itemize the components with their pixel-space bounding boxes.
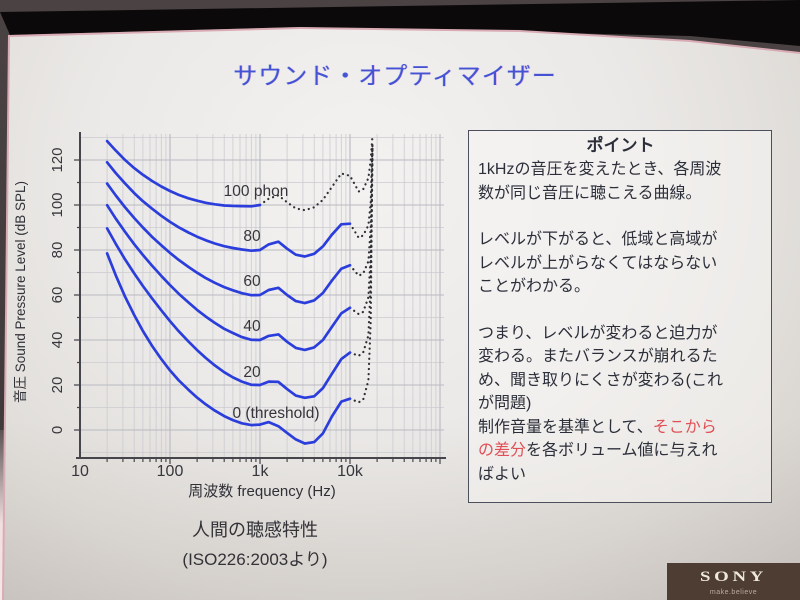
y-tick-40: 40 — [49, 332, 66, 349]
y-axis-label: 音圧 Sound Pressure Level (dB SPL) — [12, 181, 28, 403]
point-box: ポイント 1kHzの音圧を変えたとき、各周波 数が同じ音圧に聴こえる曲線。 レベ… — [468, 130, 772, 503]
slide-title: サウンド・オプティマイザー — [233, 63, 557, 90]
y-tick-20: 20 — [49, 377, 66, 394]
point-paragraph-1: 1kHzの音圧を変えたとき、各周波 数が同じ音圧に聴こえる曲線。 — [478, 161, 722, 202]
sony-logo-box: SONY make.believe — [667, 563, 800, 600]
y-tick-80: 80 — [49, 242, 66, 259]
chart-caption-line2: (ISO226:2003より) — [182, 550, 328, 569]
paragraph-4-lead: 制作音量を基準として、 — [478, 418, 653, 436]
curve-label-40: 40 — [243, 318, 261, 335]
point-paragraph-2: レベルが下がると、低域と高域が レベルが上がらなくてはならない ことがわかる。 — [478, 231, 718, 295]
x-tick-10k: 10k — [337, 463, 364, 480]
chart-axes — [74, 132, 446, 464]
equal-loudness-chart: 100 phon 80 60 40 20 0 (threshold) 0 20 … — [12, 132, 446, 500]
curve-label-20: 20 — [243, 364, 261, 381]
loudness-curves — [105, 134, 374, 445]
paragraph-4-highlight: そこから の差分 — [478, 418, 717, 460]
sony-tagline: make.believe — [709, 589, 758, 596]
sony-logo: SONY — [699, 569, 768, 585]
curve-label-60: 60 — [243, 273, 261, 290]
x-axis-label: 周波数 frequency (Hz) — [188, 483, 336, 500]
curve-label-0-threshold: 0 (threshold) — [232, 405, 319, 422]
y-tick-120: 120 — [49, 147, 66, 172]
y-tick-60: 60 — [49, 287, 66, 304]
y-tick-0: 0 — [49, 426, 66, 434]
point-paragraph-3: つまり、レベルが変わると迫力が 変わる。またバランスが崩れるた め、聞き取りにく… — [478, 324, 724, 413]
paragraph-4-tail: を各ボリューム値に与えれ ばよい — [478, 442, 718, 483]
x-tick-100: 100 — [157, 463, 184, 480]
point-box-heading: ポイント — [586, 136, 655, 155]
point-paragraph-4: 制作音量を基準として、そこから の差分を各ボリューム値に与えれ ばよい — [478, 416, 763, 487]
x-tick-1k: 1k — [252, 463, 270, 480]
curve-label-100phon: 100 phon — [224, 183, 289, 200]
y-tick-100: 100 — [49, 192, 66, 217]
x-tick-10: 10 — [71, 463, 89, 480]
chart-caption-line1: 人間の聴感特性 — [192, 520, 318, 540]
curve-label-80: 80 — [243, 228, 261, 245]
chart-caption: 人間の聴感特性 (ISO226:2003より) — [55, 516, 455, 570]
